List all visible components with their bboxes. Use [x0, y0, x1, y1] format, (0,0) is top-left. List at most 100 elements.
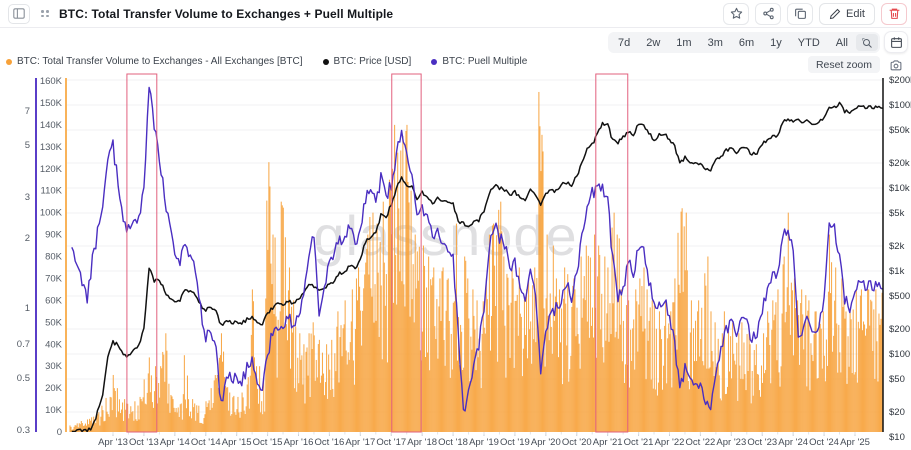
range-button-7d[interactable]: 7d — [610, 35, 638, 51]
legend-item-puell[interactable]: BTC: Puell Multiple — [431, 56, 527, 67]
legend-dot-price — [322, 58, 329, 65]
svg-text:$20: $20 — [889, 407, 905, 418]
svg-text:Apr '19: Apr '19 — [469, 437, 499, 448]
legend-item-price[interactable]: BTC: Price [USD] — [322, 56, 412, 67]
svg-text:Apr '16: Apr '16 — [284, 437, 314, 448]
range-button-2w[interactable]: 2w — [638, 35, 668, 51]
svg-text:Apr '23: Apr '23 — [716, 437, 746, 448]
svg-text:0.5: 0.5 — [17, 373, 30, 384]
svg-text:Apr '18: Apr '18 — [407, 437, 437, 448]
glassnode-watermark: glassnode — [313, 204, 578, 267]
copy-button[interactable] — [787, 2, 814, 25]
svg-text:110K: 110K — [41, 186, 63, 197]
share-button[interactable] — [755, 2, 782, 25]
delete-button[interactable] — [881, 2, 907, 25]
favorite-button[interactable] — [723, 2, 750, 25]
range-button-ytd[interactable]: YTD — [790, 35, 828, 51]
svg-text:$50: $50 — [889, 374, 905, 385]
svg-text:Apr '21: Apr '21 — [593, 437, 623, 448]
zoom-select-button[interactable] — [856, 34, 878, 51]
time-range-group: 7d 2w 1m 3m 6m 1y YTD All — [607, 32, 880, 53]
svg-text:7: 7 — [25, 106, 30, 117]
svg-text:0.3: 0.3 — [17, 425, 30, 436]
svg-text:Apr '20: Apr '20 — [531, 437, 561, 448]
svg-text:Oct '24: Oct '24 — [809, 437, 839, 448]
page-title: BTC: Total Transfer Volume to Exchanges … — [59, 6, 394, 21]
legend-label-volume: BTC: Total Transfer Volume to Exchanges … — [17, 56, 303, 67]
camera-icon — [890, 59, 902, 70]
range-button-1y[interactable]: 1y — [762, 35, 790, 51]
sidebar-toggle-button[interactable] — [8, 3, 30, 24]
legend-dot-puell — [431, 58, 438, 65]
svg-text:3: 3 — [25, 192, 30, 203]
svg-text:60K: 60K — [45, 295, 63, 306]
svg-text:2: 2 — [25, 233, 30, 244]
svg-text:Oct '21: Oct '21 — [624, 437, 654, 448]
svg-text:$200: $200 — [889, 324, 910, 335]
svg-text:120K: 120K — [40, 164, 63, 175]
svg-text:1: 1 — [25, 303, 30, 314]
drag-handle-icon[interactable] — [41, 10, 49, 17]
svg-text:20K: 20K — [45, 383, 63, 394]
svg-text:Oct '19: Oct '19 — [500, 437, 530, 448]
star-icon — [730, 7, 742, 19]
svg-text:Oct '18: Oct '18 — [438, 437, 468, 448]
chart-legend: BTC: Total Transfer Volume to Exchanges … — [6, 56, 527, 67]
svg-text:Oct '16: Oct '16 — [315, 437, 345, 448]
svg-text:10K: 10K — [45, 405, 63, 416]
share-icon — [762, 7, 774, 20]
svg-text:$200k: $200k — [889, 75, 911, 86]
svg-text:0.7: 0.7 — [17, 339, 30, 350]
svg-text:Oct '13: Oct '13 — [129, 437, 159, 448]
calendar-button[interactable] — [884, 31, 908, 53]
range-button-3m[interactable]: 3m — [700, 35, 731, 51]
svg-text:Oct '23: Oct '23 — [747, 437, 777, 448]
zoom-search-icon — [862, 37, 872, 48]
svg-text:80K: 80K — [45, 252, 63, 263]
range-button-6m[interactable]: 6m — [731, 35, 762, 51]
svg-text:Apr '17: Apr '17 — [345, 437, 375, 448]
svg-text:Apr '24: Apr '24 — [778, 437, 808, 448]
svg-text:40K: 40K — [45, 339, 63, 350]
svg-text:Apr '25: Apr '25 — [840, 437, 870, 448]
highlight-box — [595, 73, 629, 433]
legend-label-puell: BTC: Puell Multiple — [442, 56, 528, 67]
svg-text:$500: $500 — [889, 291, 910, 302]
svg-text:5: 5 — [25, 140, 30, 151]
svg-text:Oct '17: Oct '17 — [376, 437, 406, 448]
calendar-icon — [890, 36, 902, 48]
svg-text:$50k: $50k — [889, 125, 910, 136]
svg-text:$100k: $100k — [889, 100, 911, 111]
svg-text:$10: $10 — [889, 432, 905, 443]
svg-text:140K: 140K — [40, 120, 63, 131]
range-button-1m[interactable]: 1m — [668, 35, 699, 51]
svg-text:50K: 50K — [45, 317, 63, 328]
svg-text:Oct '15: Oct '15 — [253, 437, 283, 448]
edit-button[interactable]: Edit — [819, 2, 875, 25]
svg-text:$10k: $10k — [889, 183, 910, 194]
svg-text:Oct '14: Oct '14 — [191, 437, 221, 448]
svg-text:$100: $100 — [889, 349, 910, 360]
header-actions: Edit — [723, 2, 911, 25]
edit-button-label: Edit — [846, 7, 865, 20]
svg-text:Oct '20: Oct '20 — [562, 437, 592, 448]
svg-text:90K: 90K — [45, 230, 63, 241]
svg-text:100K: 100K — [40, 208, 63, 219]
legend-item-transfer-volume[interactable]: BTC: Total Transfer Volume to Exchanges … — [6, 56, 303, 67]
svg-text:Apr '22: Apr '22 — [655, 437, 685, 448]
legend-label-price: BTC: Price [USD] — [333, 56, 412, 67]
panel-icon — [13, 8, 25, 19]
svg-text:130K: 130K — [40, 142, 63, 153]
highlight-box — [391, 73, 422, 433]
svg-text:Apr '14: Apr '14 — [160, 437, 190, 448]
svg-text:150K: 150K — [40, 98, 63, 109]
reset-zoom-button[interactable]: Reset zoom — [807, 56, 880, 73]
trash-icon — [889, 8, 899, 19]
range-button-all[interactable]: All — [828, 35, 856, 51]
header-bar: BTC: Total Transfer Volume to Exchanges … — [0, 0, 911, 28]
svg-text:$20k: $20k — [889, 158, 910, 169]
svg-text:Apr '15: Apr '15 — [222, 437, 252, 448]
highlight-box — [126, 73, 158, 433]
screenshot-button[interactable] — [887, 57, 905, 73]
